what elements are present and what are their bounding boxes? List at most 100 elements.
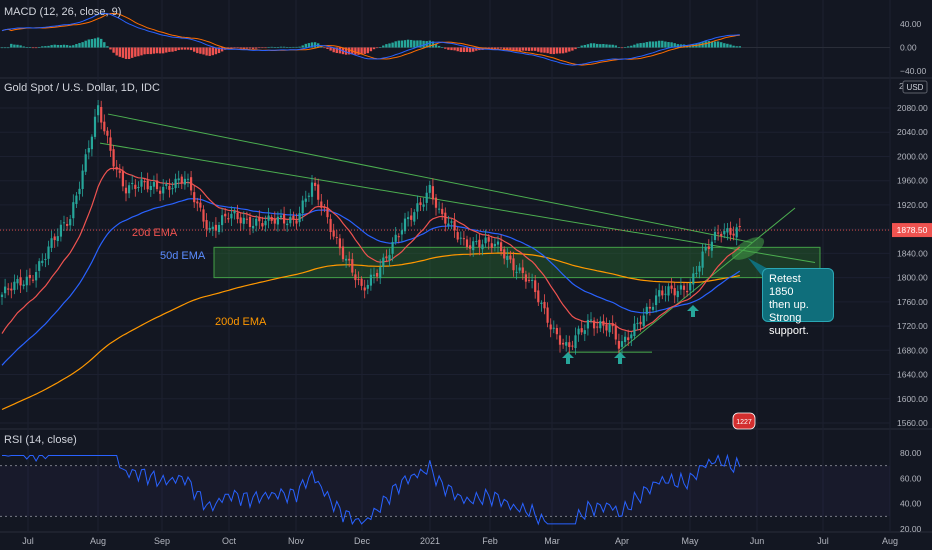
candle-body [267,215,270,221]
candle-body [202,209,205,222]
candle-body [552,327,555,329]
macd-histogram-bar [251,47,255,49]
candle-body [645,306,648,315]
candle-body [605,324,608,331]
candle-body [388,255,391,261]
callout-line-2: then up. [769,299,809,311]
candle-body [152,182,155,187]
macd-histogram-bar [630,45,633,48]
macd-histogram-bar [493,47,497,49]
price-tick-top: 2 [899,81,904,91]
macd-histogram-bar [400,40,404,48]
candle-body [540,302,543,304]
macd-histogram-bar [667,42,670,48]
candle-body [146,180,149,190]
macd-histogram-bar [555,47,559,54]
macd-histogram-bar [475,47,478,51]
macd-histogram-bar [366,47,369,54]
candle-body [481,244,484,250]
macd-histogram-bar [372,47,376,50]
macd-histogram-bar [496,47,500,49]
macd-histogram-bar [174,47,177,52]
callout-line-4: support. [769,325,809,337]
candle-body [255,218,258,226]
candle-body [354,274,357,281]
price-tick-label: 2080.00 [897,103,928,113]
macd-histogram-bar [354,47,357,55]
price-tick-label: 1720.00 [897,321,928,331]
macd-histogram-bar [109,47,112,50]
macd-histogram-bar [620,47,624,49]
macd-histogram-bar [499,47,503,49]
candle-body [410,215,413,220]
candle-body [351,259,354,273]
candle-body [307,195,310,197]
macd-histogram-bar [158,47,162,54]
candle-body [50,238,53,248]
macd-histogram-bar [472,47,475,52]
rising-trendline [617,207,796,353]
candle-body [558,335,562,345]
candle-body [69,219,72,226]
candle-body [93,116,97,137]
candle-body [586,319,589,329]
candle-body [97,105,100,116]
macd-histogram-bar [338,47,342,54]
candle-body [366,284,369,289]
price-tick-label: 1920.00 [897,200,928,210]
macd-histogram-bar [670,42,673,48]
candle-body [115,166,118,170]
candle-body [103,121,106,132]
candle-body [217,224,221,232]
candle-body [19,277,22,286]
trendline-upper [107,113,753,243]
macd-histogram-bar [248,47,252,49]
candle-body [41,260,44,263]
macd-histogram-bar [444,47,447,49]
candle-body [720,233,723,237]
candle-body [738,226,741,228]
candle-body [382,257,385,267]
candle-body [329,218,332,232]
candle-body [723,230,726,235]
chart-title: Gold Spot / U.S. Dollar, 1D, IDC [4,82,160,94]
candle-body [149,185,152,191]
candle-body [239,217,242,224]
macd-histogram-bar [363,47,366,54]
macd-histogram-bar [323,47,326,49]
macd-histogram-bar [648,41,652,48]
candle-body [695,272,698,274]
candle-body [682,285,686,290]
candle-body [137,187,140,189]
macd-histogram-bar [196,47,199,54]
candle-body [314,182,317,186]
candle-body [193,192,196,203]
macd-histogram-bar [614,45,617,48]
candle-body [155,180,159,190]
candle-body [602,320,605,326]
candle-body [589,319,593,321]
macd-histogram-bar [468,47,472,53]
price-tick-label: 1800.00 [897,273,928,283]
candle-body [614,325,617,340]
candle-body [289,216,292,224]
macd-histogram-bar [208,47,211,56]
candle-body [332,230,335,237]
candle-body [676,291,679,298]
macd-histogram-bar [96,37,100,48]
macd-histogram-bar [735,46,738,48]
macd-histogram-bar [44,46,47,48]
candle-body [521,267,524,273]
macd-histogram-bar [512,47,515,51]
macd-histogram-bar [623,47,627,48]
x-tick-label: Jul [22,536,34,546]
candle-body [434,197,438,208]
macd-histogram-bar [503,47,506,50]
macd-histogram-bar [543,47,546,53]
candle-body [692,273,695,285]
candle-body [639,321,642,325]
candle-body [487,237,490,242]
x-tick-label: Jul [817,536,829,546]
candle-body [537,290,540,303]
